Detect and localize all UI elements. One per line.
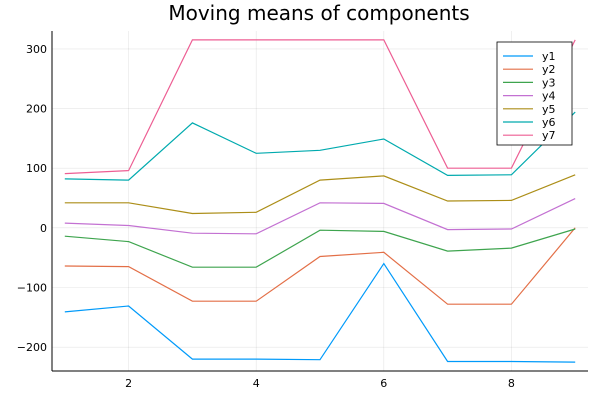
- legend-label-y6: y6: [542, 116, 556, 129]
- x-tick-label: 2: [125, 377, 132, 390]
- legend-label-y3: y3: [542, 76, 556, 89]
- chart-title: Moving means of components: [168, 1, 469, 25]
- y-tick-label: 300: [26, 43, 47, 56]
- series-line-y6: [64, 111, 576, 181]
- x-tick-label: 8: [508, 377, 515, 390]
- legend-label-y4: y4: [542, 90, 556, 103]
- y-tick-label: 0: [40, 222, 47, 235]
- legend-label-y1: y1: [542, 50, 556, 63]
- y-tick-label: −200: [17, 341, 47, 354]
- series-lines: [64, 39, 576, 363]
- series-line-y4: [64, 198, 576, 235]
- x-tick-label: 4: [253, 377, 260, 390]
- series-line-y2: [64, 227, 576, 305]
- y-tick-labels: −200 −100 0 100 200 300: [17, 43, 47, 354]
- series-line-y5: [64, 174, 576, 215]
- x-tick-label: 6: [380, 377, 387, 390]
- y-tick-label: −100: [17, 281, 47, 294]
- x-tick-labels: 2 4 6 8: [125, 377, 515, 390]
- series-line-y3: [64, 228, 576, 268]
- axes: [51, 31, 588, 372]
- series-line-y1: [64, 262, 576, 363]
- legend-box: [496, 41, 573, 146]
- y-tick-label: 100: [26, 162, 47, 175]
- legend-label-y7: y7: [542, 129, 556, 142]
- legend-label-y5: y5: [542, 103, 556, 116]
- y-tick-label: 200: [26, 103, 47, 116]
- series-line-y7: [64, 39, 576, 175]
- legend-label-y2: y2: [542, 63, 556, 76]
